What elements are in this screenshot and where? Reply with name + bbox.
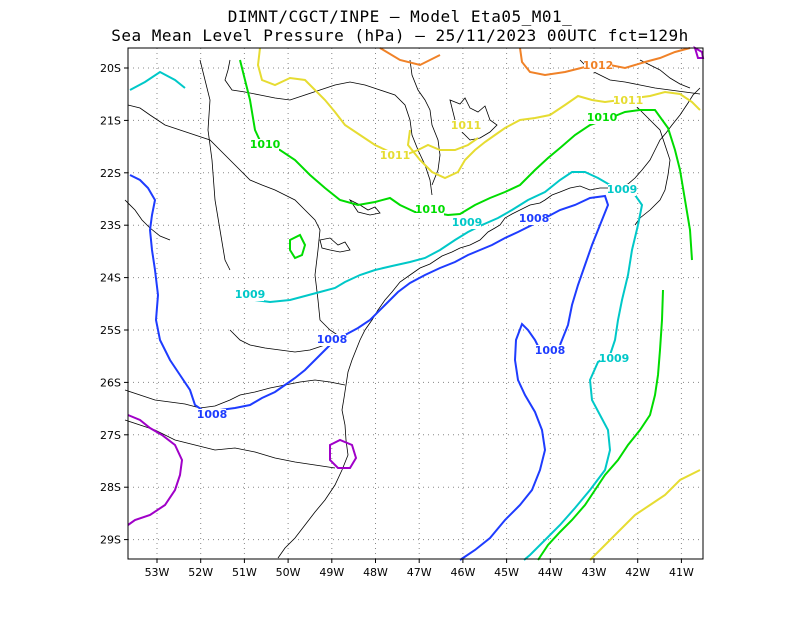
state-border — [409, 59, 441, 186]
contour-label: 1008 — [519, 212, 550, 225]
longitude-label: 44W — [538, 566, 563, 579]
contour-label: 1008 — [317, 333, 348, 346]
longitude-labels: 53W 52W 51W 50W 49W 48W 47W 46W 45W 44W 43W 42W 41W — [145, 559, 694, 579]
longitude-label: 42W — [625, 566, 650, 579]
state-border — [127, 104, 346, 341]
contour-label: 1008 — [197, 408, 228, 421]
contour-label-bg — [452, 120, 480, 132]
contour-label-bg — [536, 345, 564, 357]
state-border — [124, 379, 346, 409]
contour-label-bg — [520, 213, 548, 225]
latitude-label: 26S — [100, 376, 121, 389]
state-border — [639, 59, 691, 89]
state-border — [124, 199, 171, 241]
longitude-label: 48W — [363, 566, 388, 579]
longitude-label: 53W — [145, 566, 170, 579]
state-border — [229, 329, 341, 353]
latitude-label: 25S — [100, 324, 121, 337]
state-border — [199, 59, 231, 271]
pressure-contours — [127, 45, 705, 561]
contour-label: 1012 — [583, 59, 614, 72]
longitude-label: 49W — [319, 566, 344, 579]
state-border — [224, 59, 433, 196]
latitude-label: 29S — [100, 534, 121, 547]
contour-label-bg — [453, 217, 481, 229]
state-border — [579, 59, 701, 95]
chart-title-line1: DIMNT/CGCT/INPE – Model Eta05_M01_ — [227, 7, 573, 26]
contour-1009 — [129, 70, 186, 91]
contour-label-bg — [614, 95, 642, 107]
bay-outline-2 — [319, 237, 351, 253]
contour-label-bg — [251, 139, 279, 151]
contour-label: 1011 — [613, 94, 644, 107]
longitude-label: 47W — [407, 566, 432, 579]
contour-label-bg — [608, 184, 636, 196]
bay-outline-3 — [348, 198, 381, 216]
latitude-label: 22S — [100, 167, 121, 180]
contour-1007 — [329, 438, 358, 469]
contour-label: 1009 — [235, 288, 266, 301]
latitude-label: 24S — [100, 272, 121, 285]
contour-label-bg — [198, 409, 226, 421]
contour-label: 1010 — [587, 111, 618, 124]
contour-label: 1011 — [451, 119, 482, 132]
contour-1007 — [127, 414, 184, 526]
contour-label: 1010 — [415, 203, 446, 216]
contour-1011 — [406, 90, 701, 180]
contour-label-bg — [416, 204, 444, 216]
state-border — [629, 99, 671, 226]
contour-1011 — [256, 47, 479, 157]
longitude-label: 52W — [188, 566, 213, 579]
contour-1007 — [693, 45, 705, 59]
contour-label: 1008 — [535, 344, 566, 357]
longitude-label: 43W — [582, 566, 607, 579]
contour-label: 1009 — [452, 216, 483, 229]
contour-1011 — [589, 469, 701, 561]
contour-label-bg — [318, 334, 346, 346]
contour-label-bg — [584, 60, 612, 72]
longitude-label: 50W — [276, 566, 301, 579]
contour-1010 — [537, 289, 664, 561]
longitude-label: 41W — [669, 566, 694, 579]
map-frame — [127, 47, 704, 560]
contour-label: 1010 — [250, 138, 281, 151]
coastline-and-borders — [124, 59, 701, 559]
longitude-label: 45W — [494, 566, 519, 579]
latitude-label: 27S — [100, 429, 121, 442]
contour-labels: 1012 1011 1011 1011 1010 1010 1010 1009 1009 1009… — [197, 59, 644, 421]
longitude-label: 51W — [232, 566, 257, 579]
contour-label-bg — [588, 112, 616, 124]
coastline — [277, 87, 701, 559]
contour-1009 — [239, 171, 644, 561]
contour-1010 — [289, 233, 307, 260]
contour-label-bg — [600, 353, 628, 365]
contour-1012 — [379, 47, 441, 67]
latitude-label: 23S — [100, 219, 121, 232]
contour-label-bg — [381, 150, 409, 162]
contour-1008 — [129, 174, 610, 414]
contour-1010 — [239, 59, 693, 261]
contour-label-bg — [236, 289, 264, 301]
latitude-label: 21S — [100, 114, 121, 127]
latitude-label: 28S — [100, 481, 121, 494]
chart-title-line2: Sea Mean Level Pressure (hPa) – 25/11/20… — [111, 26, 689, 45]
contour-1008 — [459, 322, 547, 561]
latitude-label: 20S — [100, 62, 121, 75]
bay-outline — [449, 97, 498, 141]
latitude-labels: 20S 21S 22S 23S 24S 25S 26S 27S 28S 29S — [100, 62, 128, 547]
contour-label: 1009 — [607, 183, 638, 196]
gridlines — [128, 48, 703, 559]
longitude-label: 46W — [450, 566, 475, 579]
contour-label: 1009 — [599, 352, 630, 365]
contour-label: 1011 — [380, 149, 411, 162]
